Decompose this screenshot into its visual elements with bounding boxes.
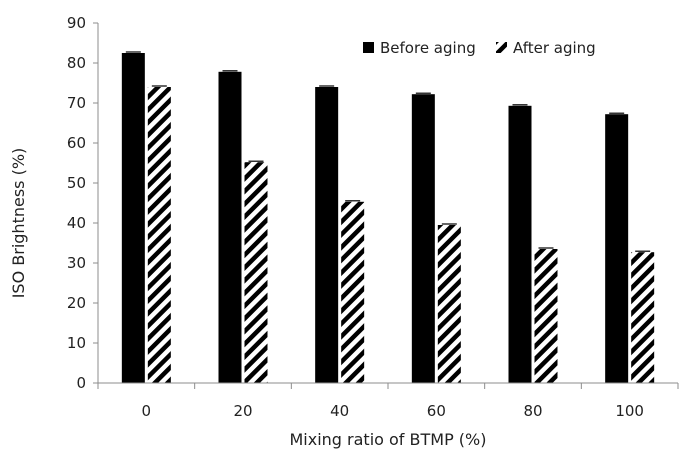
legend: Before aging After aging [363,39,596,57]
bar-after-aging-0 [147,87,171,383]
x-tick-label: 80 [523,402,542,420]
bar-before-aging-40 [315,87,339,383]
axes: 0 10 20 30 40 50 60 70 80 90 0 20 40 60 80 100 [67,14,679,420]
y-tick-label: 20 [67,294,86,312]
y-tick-label: 10 [67,334,86,352]
x-tick-label: 0 [142,402,152,420]
legend-label-after-aging: After aging [513,39,596,57]
x-tick-label: 100 [615,402,644,420]
y-tick-label: 80 [67,54,86,72]
legend-swatch-after-aging [496,42,507,53]
y-tick-label: 60 [67,134,86,152]
bar-after-aging-20 [244,162,268,383]
y-tick-label: 0 [76,374,86,392]
bars-layer [121,53,655,384]
y-tick-label: 50 [67,174,86,192]
legend-swatch-before-aging [363,42,374,53]
y-tick-label: 90 [67,14,86,32]
y-tick-label: 30 [67,254,86,272]
x-tick-label: 60 [427,402,446,420]
x-axis-title: Mixing ratio of BTMP (%) [289,430,486,449]
bar-before-aging-100 [605,114,629,383]
legend-label-before-aging: Before aging [380,39,476,57]
bar-before-aging-20 [218,71,242,384]
bar-before-aging-0 [121,53,145,383]
bar-after-aging-40 [341,201,365,383]
x-tick-label: 20 [233,402,252,420]
y-axis-title: ISO Brightness (%) [9,148,28,299]
bar-after-aging-80 [534,249,558,383]
y-tick-label: 70 [67,94,86,112]
bar-after-aging-100 [631,252,655,383]
y-tick-label: 40 [67,214,86,232]
error-bars-layer [125,51,651,252]
bar-after-aging-60 [437,225,461,383]
x-tick-label: 40 [330,402,349,420]
bar-before-aging-80 [508,105,532,384]
bar-before-aging-60 [411,94,435,383]
